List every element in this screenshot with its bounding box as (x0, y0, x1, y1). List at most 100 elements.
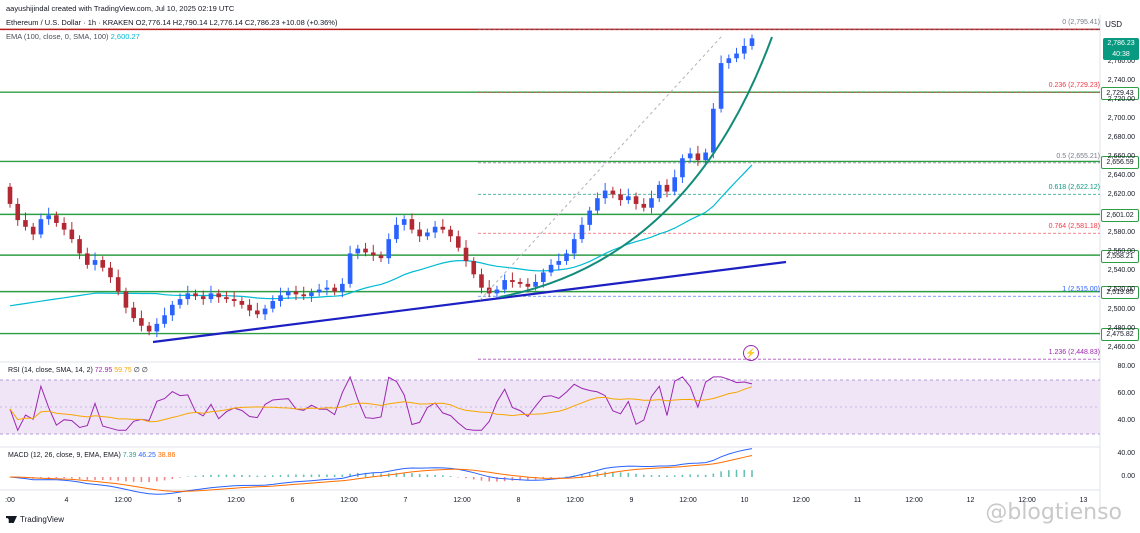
candle[interactable] (548, 259, 554, 277)
candle[interactable] (108, 261, 113, 283)
candle[interactable] (123, 287, 129, 314)
candle[interactable] (649, 190, 654, 214)
candle[interactable] (38, 213, 44, 239)
candle[interactable] (77, 235, 82, 260)
candle[interactable] (293, 285, 299, 301)
candle[interactable] (741, 38, 747, 60)
candle[interactable] (610, 186, 616, 199)
candle[interactable] (703, 148, 708, 164)
candle[interactable] (324, 280, 330, 296)
candle[interactable] (146, 321, 152, 336)
candle[interactable] (100, 256, 106, 272)
candle[interactable] (425, 228, 430, 241)
candle[interactable] (247, 299, 252, 317)
candle[interactable] (347, 245, 353, 288)
ema-100-line[interactable] (9, 164, 753, 307)
candle[interactable] (386, 233, 392, 264)
candle[interactable] (316, 283, 322, 297)
rsi-ma-line[interactable] (9, 386, 753, 423)
candle[interactable] (193, 289, 198, 301)
candle[interactable] (301, 286, 307, 301)
candle[interactable] (718, 55, 724, 113)
candle[interactable] (340, 278, 345, 298)
candle[interactable] (115, 269, 121, 296)
candle[interactable] (595, 192, 600, 215)
candle[interactable] (440, 219, 446, 234)
candle[interactable] (92, 252, 98, 271)
candle[interactable] (285, 287, 291, 300)
candle[interactable] (618, 188, 623, 206)
candle[interactable] (61, 217, 67, 236)
candle[interactable] (46, 207, 51, 225)
candle[interactable] (30, 222, 36, 241)
candle[interactable] (734, 47, 739, 63)
candle[interactable] (170, 300, 175, 321)
lightning-icon[interactable]: ⚡ (743, 345, 759, 361)
candle[interactable] (131, 301, 136, 322)
candle[interactable] (394, 217, 399, 243)
candle[interactable] (23, 212, 28, 231)
candle[interactable] (626, 188, 631, 204)
parabolic-curve[interactable] (499, 36, 773, 298)
candle[interactable] (7, 182, 13, 208)
candle[interactable] (309, 288, 314, 302)
ascending-trendline[interactable] (152, 260, 787, 344)
candle[interactable] (641, 198, 647, 212)
candle[interactable] (185, 285, 191, 305)
candle[interactable] (749, 34, 755, 50)
candle[interactable] (494, 285, 500, 300)
candle[interactable] (633, 192, 639, 210)
candle[interactable] (517, 278, 523, 288)
candle[interactable] (687, 147, 693, 163)
candle[interactable] (154, 318, 160, 338)
candle[interactable] (471, 257, 477, 279)
candle[interactable] (602, 182, 608, 204)
tradingview-logo[interactable]: TradingView (6, 515, 64, 524)
candle[interactable] (224, 291, 229, 303)
macd-legend[interactable]: MACD (12, 26, close, 9, EMA, EMA) 7.39 4… (8, 452, 175, 459)
candle[interactable] (672, 169, 678, 196)
candle[interactable] (432, 221, 438, 239)
candle[interactable] (54, 211, 59, 227)
candle[interactable] (370, 244, 376, 262)
candle[interactable] (216, 289, 221, 303)
candle[interactable] (448, 225, 453, 242)
candle[interactable] (208, 285, 214, 303)
candle[interactable] (177, 293, 183, 309)
candle[interactable] (84, 247, 90, 269)
candle[interactable] (239, 297, 245, 309)
symbol-legend[interactable]: Ethereum / U.S. Dollar · 1h · KRAKEN O2,… (6, 18, 337, 27)
candle[interactable] (486, 280, 492, 298)
candle[interactable] (711, 103, 716, 159)
candle[interactable] (363, 242, 368, 257)
rsi-legend[interactable]: RSI (14, close, SMA, 14, 2) 72.95 59.75 … (8, 366, 148, 374)
candle[interactable] (680, 154, 685, 183)
candle[interactable] (409, 213, 415, 234)
candle[interactable] (579, 217, 585, 243)
candle[interactable] (726, 54, 732, 69)
candle[interactable] (502, 274, 507, 294)
candle[interactable] (664, 179, 670, 198)
candle[interactable] (262, 304, 268, 321)
candle[interactable] (255, 302, 260, 319)
candle[interactable] (231, 291, 237, 307)
candle[interactable] (15, 198, 21, 226)
candle[interactable] (139, 310, 144, 332)
candle[interactable] (556, 253, 562, 271)
rsi-line[interactable] (9, 375, 753, 432)
candle[interactable] (455, 230, 461, 252)
candle[interactable] (541, 268, 546, 288)
candle[interactable] (479, 268, 484, 294)
candle[interactable] (510, 272, 515, 288)
candle[interactable] (278, 287, 283, 307)
candle[interactable] (656, 181, 662, 203)
candle[interactable] (162, 307, 167, 328)
candle[interactable] (355, 244, 361, 260)
candle[interactable] (571, 233, 577, 260)
candle[interactable] (463, 240, 469, 267)
candle[interactable] (417, 222, 422, 242)
ema-legend[interactable]: EMA (100, close, 0, SMA, 100) 2,600.27 (6, 32, 140, 41)
candle[interactable] (200, 290, 206, 305)
candle[interactable] (270, 295, 276, 313)
